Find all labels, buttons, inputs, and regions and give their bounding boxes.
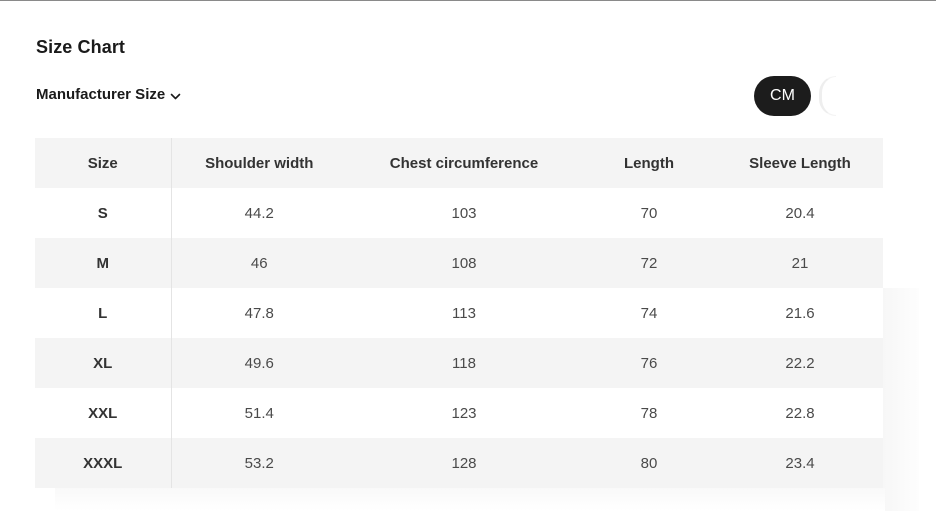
chest-cell: 113 [452, 304, 476, 322]
table-row: XXL 51.4 123 78 22.8 [35, 388, 883, 438]
size-table: Size Shoulder width Chest circumference … [35, 138, 884, 488]
shoulder-width-cell: 53.2 [171, 438, 347, 488]
header-size: Size [35, 138, 172, 188]
page-title: Size Chart [36, 37, 126, 57]
header-chest-circumference: Chest circumference [347, 138, 581, 188]
unit-cm-button[interactable]: CM [754, 76, 811, 116]
size-cell: XXL [35, 388, 172, 438]
shoulder-width-cell: 46 [171, 238, 347, 288]
chevron-down-icon [170, 89, 181, 100]
shoulder-width-cell: 51.4 [244, 404, 274, 422]
chest-cell: 108 [347, 238, 581, 288]
chest-cell: 128 [347, 438, 581, 488]
table-row: XL 49.6 118 76 22.2 [35, 338, 883, 388]
sleeve-length-cell: 22.8 [785, 404, 815, 422]
size-dropdown-label: Manufacturer Size [36, 86, 166, 103]
chest-cell: 118 [347, 338, 581, 388]
size-cell: M [35, 238, 172, 288]
size-cell: XXXL [35, 438, 172, 488]
sleeve-length-cell: 23.4 [717, 438, 883, 488]
header-length: Length [581, 138, 717, 188]
table-header-row: Size Shoulder width Chest circumference … [35, 138, 883, 188]
shoulder-width-cell: 47.8 [244, 304, 274, 322]
table-row: L 47.8 113 74 21.6 [35, 288, 883, 338]
chest-cell: 123 [451, 404, 477, 422]
size-cell: L [35, 288, 172, 338]
sleeve-length-cell: 20.4 [785, 204, 815, 222]
length-cell: 80 [581, 438, 717, 488]
table-row: XXXL 53.2 128 80 23.4 [35, 438, 883, 488]
table-shadow-right [883, 288, 919, 511]
manufacturer-size-dropdown[interactable]: Manufacturer Size [36, 86, 181, 103]
table-shadow-bottom [55, 488, 885, 511]
sleeve-length-cell: 22.2 [717, 338, 883, 388]
shoulder-width-cell: 44.2 [244, 204, 274, 222]
sleeve-length-cell: 21.6 [785, 304, 815, 322]
length-cell: 72 [581, 238, 717, 288]
chest-cell: 103 [451, 204, 477, 222]
size-cell: S [35, 188, 172, 238]
sleeve-length-cell: 21 [717, 238, 883, 288]
table-row: M 46 108 72 21 [35, 238, 883, 288]
header-sleeve-length: Sleeve Length [717, 138, 883, 188]
length-cell: 74 [640, 304, 658, 322]
size-cell: XL [35, 338, 172, 388]
table-row: S 44.2 103 70 20.4 [35, 188, 883, 238]
length-cell: 70 [640, 204, 658, 222]
shoulder-width-cell: 49.6 [171, 338, 347, 388]
length-cell: 76 [581, 338, 717, 388]
length-cell: 78 [640, 404, 658, 422]
unit-toggle: CM [754, 76, 836, 116]
top-divider [0, 0, 936, 1]
unit-inch-button[interactable] [819, 76, 836, 116]
size-table-container: Size Shoulder width Chest circumference … [35, 138, 883, 488]
header-shoulder-width: Shoulder width [171, 138, 347, 188]
